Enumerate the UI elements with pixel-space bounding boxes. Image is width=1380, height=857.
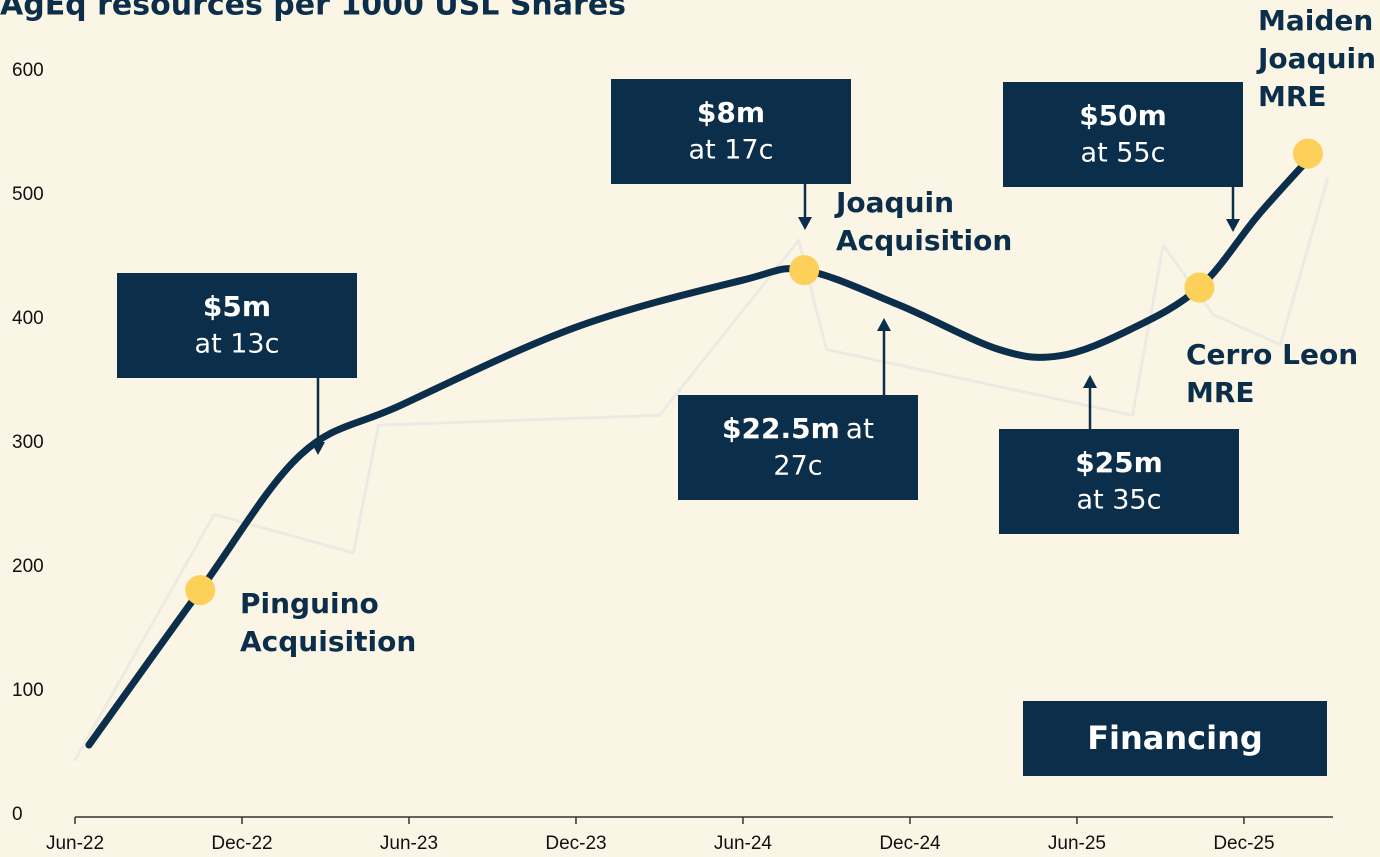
y-tick-label: 500 (12, 184, 44, 205)
milestone-label: Acquisition (240, 625, 416, 658)
financing-price: at 35c (1077, 485, 1162, 516)
background-line (73, 178, 1329, 762)
financing-box (999, 429, 1239, 534)
x-tick-label: Jun-22 (46, 833, 104, 854)
financing-price: at 13c (195, 329, 280, 360)
financing-price: at 17c (689, 135, 774, 166)
milestone-label: Joaquin (834, 186, 954, 219)
milestone-marker (1184, 272, 1215, 303)
y-tick-label: 600 (12, 60, 44, 81)
arrow-head (1083, 375, 1097, 388)
financing-price: 27c (773, 451, 822, 482)
x-tick-label: Dec-25 (1213, 833, 1274, 854)
milestone-marker (1292, 138, 1323, 169)
x-tick-label: Jun-24 (714, 833, 773, 854)
milestone-label: MRE (1258, 80, 1327, 113)
x-tick-label: Dec-24 (879, 833, 941, 854)
financing-box (1003, 82, 1243, 187)
financing-box (678, 395, 918, 500)
x-tick-label: Jun-25 (1048, 833, 1106, 854)
milestone-label: Pinguino (240, 587, 379, 620)
financing-amount-bold: $25m (1075, 446, 1163, 479)
arrow-head (877, 318, 891, 331)
x-tick-label: Dec-23 (545, 833, 606, 854)
arrow-head (1226, 219, 1240, 232)
milestone-label: Joaquin (1256, 42, 1376, 75)
x-tick-label: Jun-23 (380, 833, 438, 854)
y-tick-label: 200 (12, 556, 44, 577)
milestone-marker (185, 575, 216, 606)
financing-amount-rest: at (846, 412, 874, 445)
financing-amount-bold: $22.5m (722, 412, 840, 445)
milestone-label: Cerro Leon (1186, 338, 1358, 371)
milestone-label: Acquisition (836, 224, 1012, 257)
y-tick-label: 100 (12, 680, 44, 701)
y-tick-label: 300 (12, 432, 44, 453)
arrow-head (311, 442, 325, 455)
y-tick-label: 0 (12, 804, 23, 825)
chart-title: AgEq resources per 1000 USL Shares (0, 0, 626, 23)
x-tick-label: Dec-22 (211, 833, 272, 854)
milestone-marker (789, 255, 820, 286)
y-tick-label: 400 (12, 308, 44, 329)
financing-box (611, 79, 851, 184)
financing-amount: $50m (1079, 99, 1167, 132)
arrow-head (798, 217, 812, 230)
financing-amount-bold: $8m (697, 96, 765, 129)
financing-price: at 55c (1081, 138, 1166, 169)
legend-box (1023, 701, 1327, 776)
financing-amount: $22.5m at (722, 412, 874, 445)
financing-amount: $5m (203, 290, 271, 323)
milestone-label: MRE (1186, 376, 1255, 409)
financing-amount: $25m (1075, 446, 1163, 479)
financing-amount-bold: $5m (203, 290, 271, 323)
financing-amount: $8m (697, 96, 765, 129)
legend-label: Financing (1087, 719, 1263, 757)
financing-box (117, 273, 357, 378)
milestone-label: Maiden (1258, 4, 1373, 37)
financing-amount-bold: $50m (1079, 99, 1167, 132)
